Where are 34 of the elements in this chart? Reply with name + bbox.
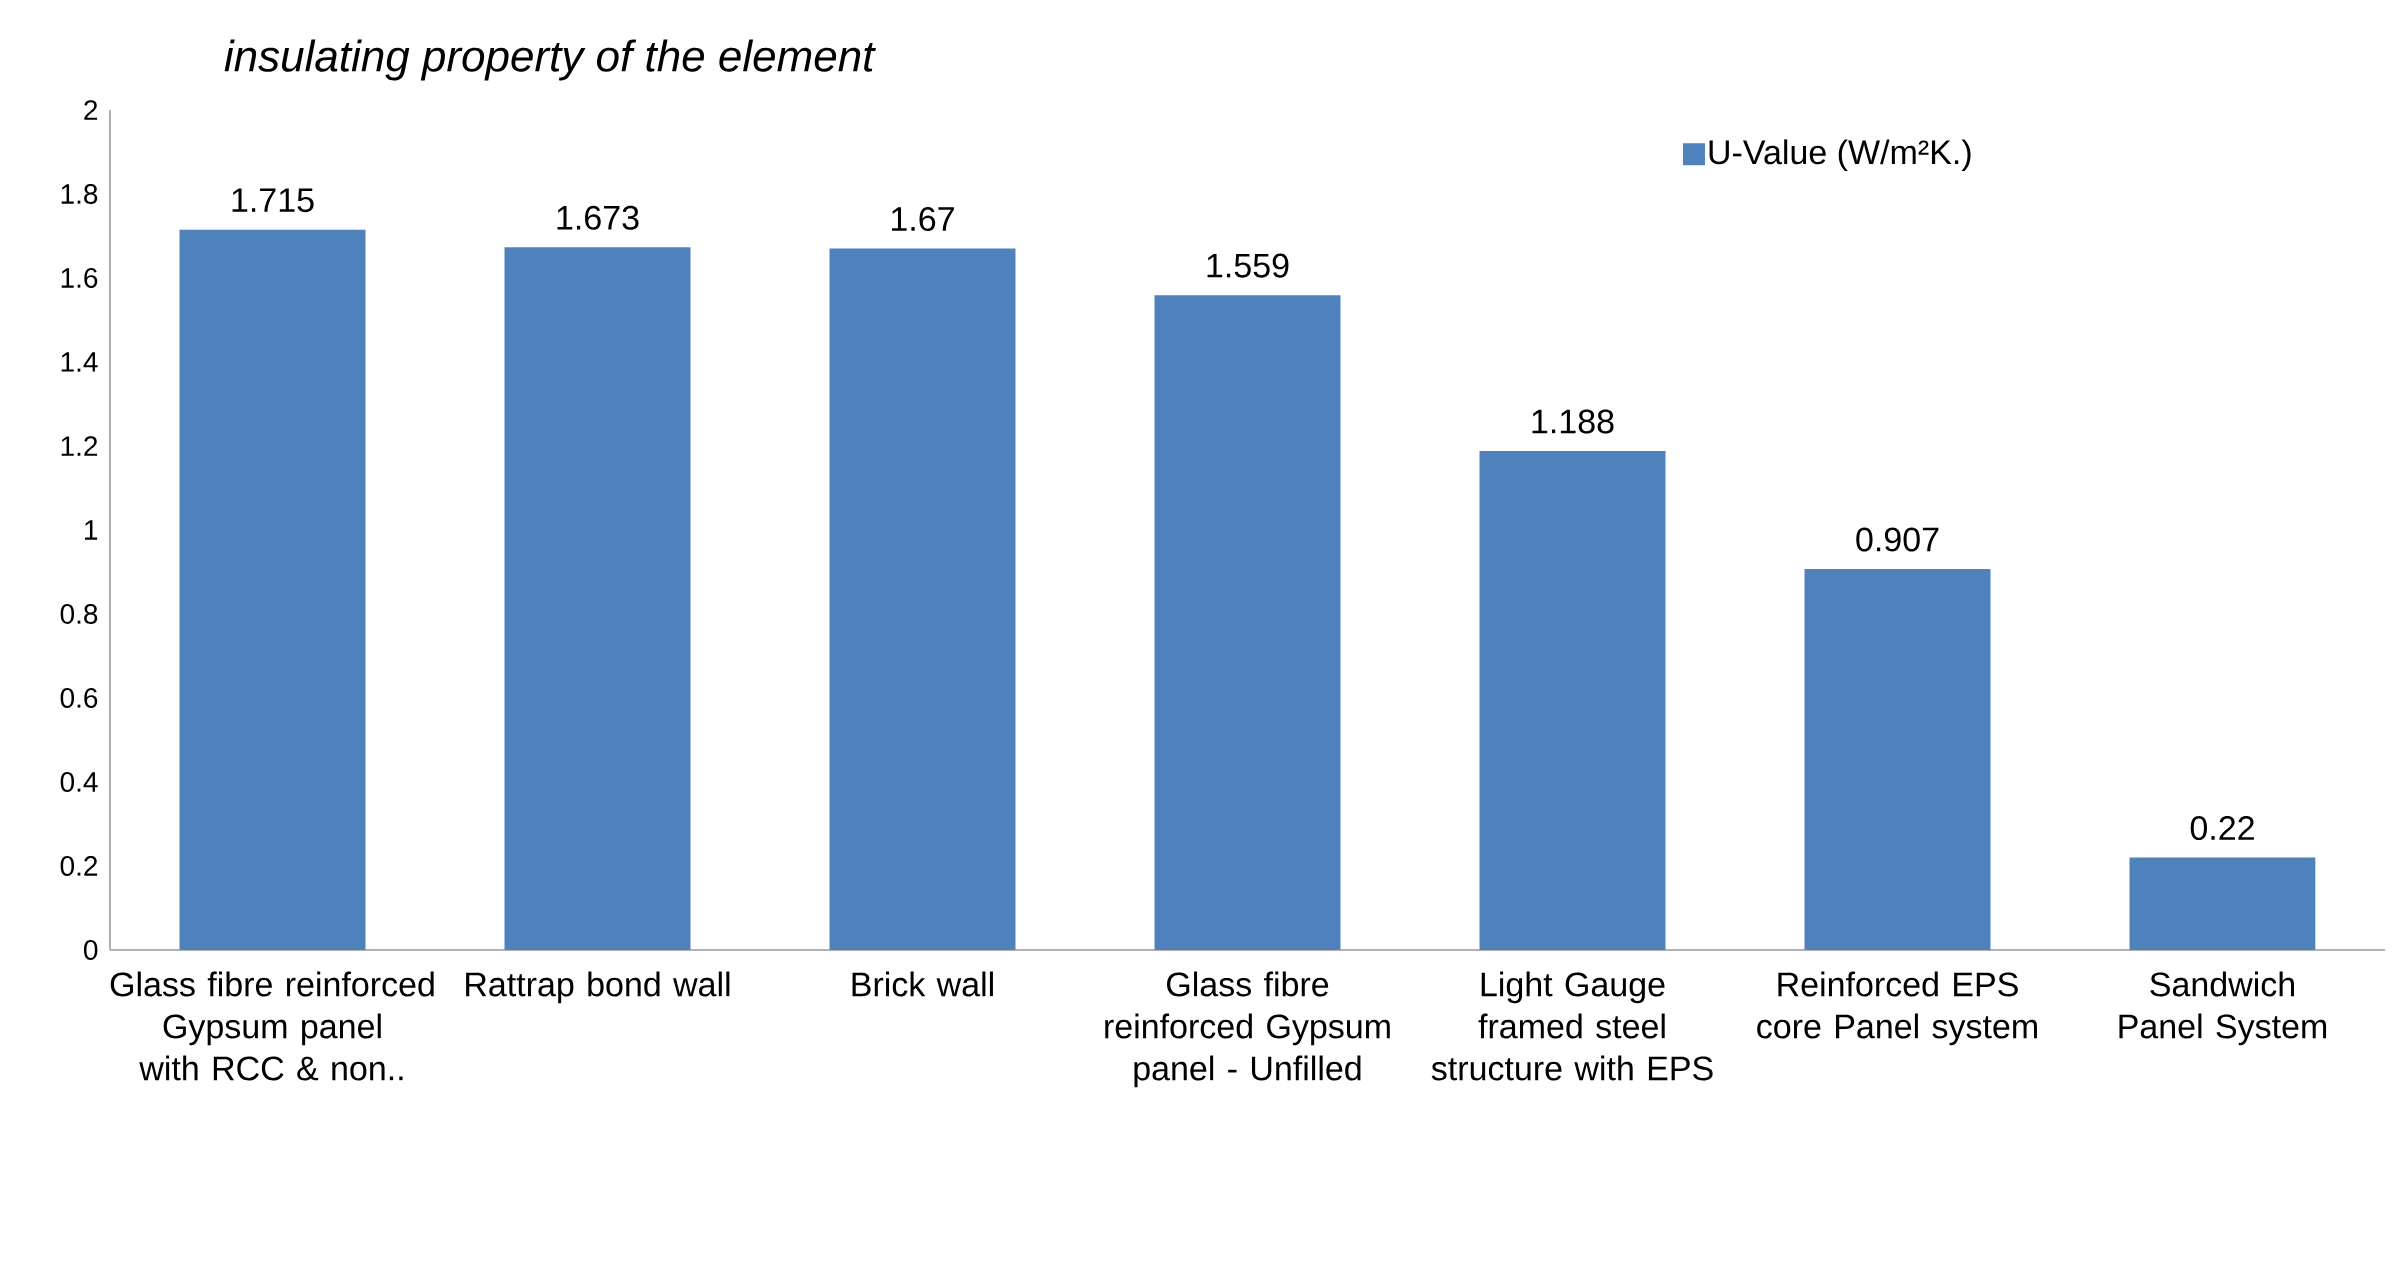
chart-title: insulating property of the element bbox=[224, 39, 876, 81]
data-label: 1.188 bbox=[1532, 409, 1614, 434]
x-tick-label: Reinforced EPS core Panel system bbox=[1757, 971, 2037, 1046]
y-tick-label: 1.8 bbox=[61, 184, 98, 204]
data-label: 0.907 bbox=[1856, 527, 1939, 552]
y-tick-label: 0.4 bbox=[60, 772, 98, 792]
y-tick-label: 1.6 bbox=[61, 268, 98, 288]
data-label: 1.715 bbox=[232, 188, 314, 213]
bar bbox=[1479, 451, 1666, 950]
x-tick-label: Rattrap bond wall bbox=[466, 971, 730, 1004]
y-tick-label: 0.8 bbox=[60, 604, 98, 624]
y-tick-label: 1 bbox=[85, 520, 98, 540]
x-tick-label: Brick wall bbox=[852, 971, 993, 997]
x-tick-label: Light Gauge framed steel structure with EPS bbox=[1431, 971, 1713, 1081]
legend-label: U-Value (W/m²K.) bbox=[1709, 139, 1971, 172]
x-tick-label: Sandwich Panel System bbox=[2119, 971, 2327, 1046]
bar bbox=[1804, 569, 1991, 950]
y-tick-label: 1.4 bbox=[61, 352, 98, 372]
bar bbox=[829, 248, 1016, 950]
bar bbox=[1154, 295, 1341, 950]
data-label: 1.673 bbox=[557, 205, 639, 230]
data-label: 0.22 bbox=[2190, 815, 2254, 841]
bar bbox=[504, 247, 691, 950]
bar bbox=[2129, 857, 2316, 950]
data-label: 1.559 bbox=[1207, 253, 1289, 278]
y-tick-label: 0.2 bbox=[60, 856, 98, 876]
data-label: 1.67 bbox=[892, 206, 954, 232]
y-tick-label: 1.2 bbox=[61, 436, 98, 456]
y-tick-label: 0 bbox=[84, 940, 98, 960]
bar bbox=[179, 229, 366, 950]
y-tick-label: 2 bbox=[84, 100, 98, 120]
x-tick-label: Glass fibre reinforced Gypsum panel - Unfilled bbox=[1105, 971, 1390, 1088]
x-tick-label: Glass fibre reinforced Gypsum panel with RCC & non.. bbox=[110, 971, 434, 1081]
y-tick-label: 0.6 bbox=[60, 688, 98, 708]
